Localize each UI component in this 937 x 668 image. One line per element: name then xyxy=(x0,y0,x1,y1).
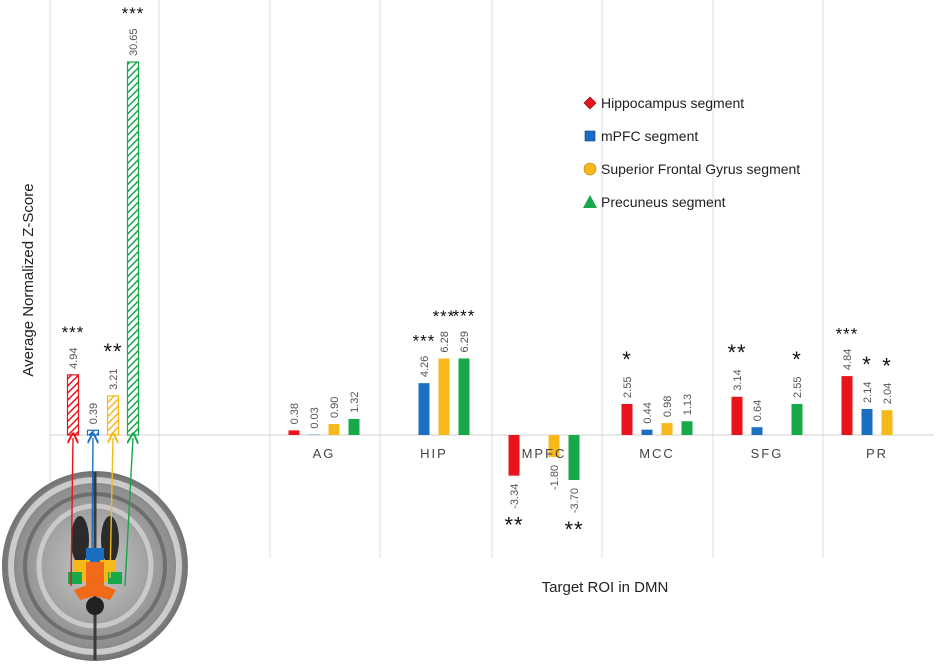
bar-PR-0 xyxy=(841,376,853,435)
bar-MCC-2 xyxy=(661,423,673,435)
segment-arrows xyxy=(71,438,133,587)
significance-marker: *** xyxy=(433,307,456,326)
bars xyxy=(66,61,893,481)
bar-AG-2 xyxy=(328,424,340,435)
significance-marker: * xyxy=(622,347,632,372)
segment-arrow xyxy=(110,438,113,579)
category-label-pr: PR xyxy=(866,446,888,461)
bar-PR-2 xyxy=(881,410,893,435)
bar-MCC-3 xyxy=(681,421,693,435)
bar-HIP-3 xyxy=(458,358,470,435)
significance-marker: * xyxy=(882,353,892,378)
category-labels: AG HIP MPFC MCC SFG PR xyxy=(313,446,888,461)
bar-segment-2 xyxy=(106,395,120,436)
legend-label: mPFC segment xyxy=(601,128,698,144)
significance-marker: ** xyxy=(103,339,122,364)
value-label: 30.65 xyxy=(128,28,140,56)
bar-MCC-1 xyxy=(641,429,653,435)
value-label: 2.14 xyxy=(862,382,874,403)
significance-marker: * xyxy=(862,352,872,377)
category-label-mpfc: MPFC xyxy=(522,446,567,461)
bar-AG-0 xyxy=(288,430,300,435)
value-label: 0.98 xyxy=(662,396,674,417)
bar-MPFC-2 xyxy=(548,435,560,457)
value-label: 3.21 xyxy=(108,369,120,390)
x-axis-label: Target ROI in DMN xyxy=(542,579,669,596)
value-label: 0.38 xyxy=(289,403,301,424)
segment-arrow xyxy=(92,438,93,557)
gridlines xyxy=(49,0,824,558)
category-label-ag: AG xyxy=(313,446,336,461)
bar-HIP-2 xyxy=(438,358,450,435)
value-label: -1.80 xyxy=(549,465,561,490)
segment-arrow xyxy=(124,438,133,587)
bar-SFG-3 xyxy=(791,403,803,435)
value-label: 0.44 xyxy=(642,402,654,423)
significance-marker: *** xyxy=(122,4,145,23)
value-label: 0.64 xyxy=(752,400,764,421)
significance-marker: *** xyxy=(836,324,859,343)
brain-image xyxy=(2,471,188,661)
value-label: 4.94 xyxy=(68,347,80,368)
value-label: -3.70 xyxy=(569,488,581,513)
segment-arrow xyxy=(71,438,73,587)
value-labels: 4.94 0.39 3.21 30.65 0.38 0.03 0.90 1.32 4.26 6.2… xyxy=(68,28,894,513)
legend: Hippocampus segment mPFC segment Superior … xyxy=(583,95,800,210)
significance-marker: * xyxy=(792,347,802,372)
value-label: 4.84 xyxy=(842,349,854,370)
value-label: 2.55 xyxy=(792,377,804,398)
legend-marker-diamond xyxy=(583,96,597,110)
legend-marker-square xyxy=(584,130,596,142)
category-label-mcc: MCC xyxy=(639,446,675,461)
significance-labels: ******************* *** ** ***** * xyxy=(62,4,892,542)
value-label: 0.03 xyxy=(309,407,321,428)
legend-label: Hippocampus segment xyxy=(601,95,744,111)
significance-marker: *** xyxy=(413,331,436,350)
value-label: 3.14 xyxy=(732,369,744,390)
value-label: 6.29 xyxy=(459,331,471,352)
value-label: 6.28 xyxy=(439,331,451,352)
significance-marker: ** xyxy=(564,517,583,542)
value-label: -3.34 xyxy=(509,484,521,509)
y-axis-label: Average Normalized Z-Score xyxy=(20,183,37,376)
bar-segment-1 xyxy=(86,429,100,436)
category-label-hip: HIP xyxy=(420,446,448,461)
legend-marker-triangle xyxy=(583,195,597,208)
bar-SFG-1 xyxy=(751,427,763,435)
significance-marker: *** xyxy=(62,323,85,342)
legend-marker-circle xyxy=(583,162,597,176)
bar-AG-3 xyxy=(348,418,360,435)
bar-segment-3 xyxy=(126,61,140,436)
category-label-sfg: SFG xyxy=(751,446,784,461)
legend-label: Superior Frontal Gyrus segment xyxy=(601,161,800,177)
value-label: 0.39 xyxy=(88,403,100,424)
value-label: 2.55 xyxy=(622,377,634,398)
significance-marker: ** xyxy=(504,513,523,538)
value-label: 1.32 xyxy=(349,392,361,413)
bar-MPFC-3 xyxy=(568,435,580,481)
bar-segment-0 xyxy=(66,374,80,436)
bar-SFG-0 xyxy=(731,396,743,435)
significance-marker: *** xyxy=(453,307,476,326)
value-label: 0.90 xyxy=(329,397,341,418)
bar-MPFC-0 xyxy=(508,435,520,476)
bar-MCC-0 xyxy=(621,403,633,435)
value-label: 4.26 xyxy=(419,356,431,377)
bar-HIP-1 xyxy=(418,383,430,435)
bar-PR-1 xyxy=(861,408,873,435)
legend-label: Precuneus segment xyxy=(601,194,726,210)
significance-marker: ** xyxy=(727,340,746,365)
value-label: 1.13 xyxy=(682,394,694,415)
value-label: 2.04 xyxy=(882,383,894,404)
